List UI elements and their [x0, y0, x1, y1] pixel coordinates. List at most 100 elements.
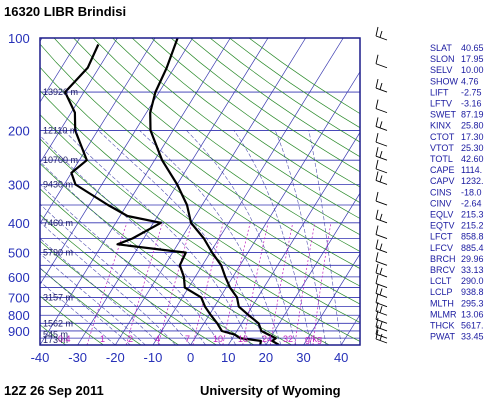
moist-adiabat [63, 130, 252, 345]
index-value: 4.76 [461, 76, 479, 86]
wind-barb-shaft [375, 141, 388, 147]
index-name: THCK [430, 321, 455, 331]
index-name: LIFT [430, 87, 449, 97]
wind-barb-flag [375, 284, 379, 294]
pressure-tick-label: 200 [8, 123, 30, 138]
mixing-ratio-label: 2 [128, 334, 133, 344]
wind-barb-flag [375, 302, 379, 312]
wind-barb-shaft [375, 180, 388, 185]
wind-barb-shaft [375, 338, 388, 344]
wind-barb-flag [375, 159, 379, 169]
wind-barb-flag [375, 171, 379, 181]
wind-barb-shaft [375, 87, 388, 93]
index-name: LFTV [430, 99, 452, 109]
wind-barb-shaft [375, 272, 388, 278]
index-value: 1114. [461, 165, 482, 175]
height-label: 10700 m [43, 155, 78, 165]
moist-adiabat [40, 253, 146, 345]
pressure-tick-label: 700 [8, 290, 30, 305]
index-value: -18.0 [461, 187, 482, 197]
wind-barb [375, 239, 388, 254]
mixing-ratio-label: g/kg [305, 334, 322, 344]
index-value: 13.06 [461, 309, 484, 319]
wind-barb-flag [375, 310, 379, 320]
moist-adiabat [233, 130, 312, 345]
sounding-profiles [63, 38, 280, 345]
wind-barb-shaft [375, 108, 388, 114]
index-value: 29.96 [461, 254, 484, 264]
moist-adiabat [40, 267, 131, 345]
isotherm-line [152, 38, 344, 345]
moist-adiabat [274, 130, 327, 345]
temperature-tick-label: 30 [296, 350, 310, 365]
pressure-tick-label: 500 [8, 246, 30, 261]
isotherm-line [265, 192, 360, 345]
height-label: 1562 m [43, 318, 73, 328]
wind-barb-flag [375, 133, 379, 143]
index-value: 87.19 [461, 110, 484, 120]
wind-barb-flag [375, 99, 379, 109]
index-name: PWAT [430, 332, 455, 342]
wind-barb-shaft [375, 200, 388, 206]
wind-barb-flag [375, 317, 379, 328]
index-name: KINX [430, 121, 451, 131]
index-value: 5617. [461, 321, 484, 331]
temperature-tick-label: 40 [334, 350, 348, 365]
mixing-ratio-line [86, 222, 128, 345]
sounding-date: 12Z 26 Sep 2011 [4, 383, 104, 398]
index-value: -2.75 [461, 87, 482, 97]
wind-barb-flag [379, 151, 383, 158]
background-grid [40, 38, 360, 345]
height-label: 3157 m [43, 292, 73, 302]
wind-barb-flag [375, 147, 379, 157]
mixing-ratio-line [242, 222, 269, 345]
index-name: EQTV [430, 221, 455, 231]
dry-adiabat [40, 188, 255, 345]
moist-adiabat [308, 130, 342, 345]
index-value: 938.8 [461, 287, 484, 297]
wind-barb [375, 159, 388, 174]
moist-adiabat [40, 203, 191, 345]
pressure-tick-label: 100 [8, 31, 30, 46]
mixing-ratio-line [269, 222, 294, 345]
wind-barb [375, 171, 388, 185]
index-value: 25.80 [461, 121, 484, 131]
wind-barb-flag [375, 293, 379, 303]
dry-adiabat [40, 163, 292, 345]
index-name: SELV [430, 65, 452, 75]
index-value: 290.0 [461, 276, 484, 286]
wind-barb-flag [379, 121, 383, 129]
dry-adiabat [53, 38, 360, 269]
wind-barb-shaft [375, 168, 388, 174]
mixing-ratio-label: 0.4 [58, 334, 71, 344]
temperature-tick-label: 0 [187, 350, 194, 365]
moist-adiabat [40, 221, 176, 345]
mixing-ratio-line [125, 222, 164, 345]
wind-barb-flag [375, 117, 379, 127]
height-label: 12110 m [43, 125, 77, 135]
index-name: CTOT [430, 132, 455, 142]
height-label: 173 m [43, 335, 68, 345]
wind-barb-flag [375, 325, 379, 335]
wind-barb-shaft [375, 35, 388, 41]
wind-barb-flag [379, 213, 383, 221]
plot-frame [39, 37, 361, 346]
mixing-ratio-label: 16 [238, 334, 248, 344]
index-name: LFCT [430, 232, 453, 242]
index-name: SLON [430, 54, 455, 64]
index-name: SWET [430, 110, 457, 120]
wind-barb-flag [375, 274, 379, 284]
wind-barb [375, 191, 388, 206]
dry-adiabat [92, 38, 360, 236]
wind-barb-flag [375, 191, 379, 202]
pressure-tick-label: 400 [8, 216, 30, 231]
wind-barb-shaft [375, 260, 388, 266]
index-value: 33.45 [461, 332, 484, 342]
height-label: 13920 m [43, 87, 78, 97]
index-value: 295.3 [461, 298, 484, 308]
pressure-tick-label: 300 [8, 177, 30, 192]
index-name: CINS [430, 187, 452, 197]
